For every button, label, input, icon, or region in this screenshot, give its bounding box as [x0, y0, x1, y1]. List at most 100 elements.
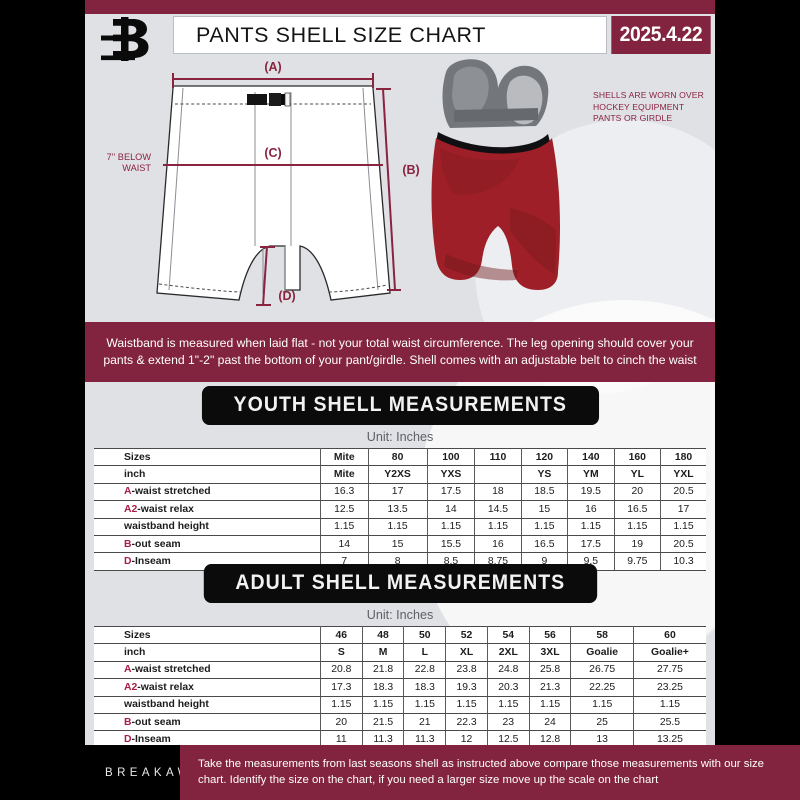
table-cell: 54 [487, 625, 530, 645]
youth-unit-label: Unit: Inches [366, 430, 434, 444]
table-cell: 21.8 [362, 661, 405, 680]
table-cell: 16 [474, 535, 522, 554]
table-cell: Mite [320, 465, 369, 484]
table-cell: 110 [474, 447, 522, 467]
table-row: Sizes Mite 80 100 110 120 140 160 180 [94, 447, 706, 467]
row-label-prefix: A2 [124, 503, 138, 515]
table-cell: YXS [427, 465, 476, 484]
table-cell: 21.3 [529, 678, 572, 697]
row-label: waistband height [94, 696, 321, 714]
product-photo [431, 59, 560, 290]
adult-unit-label: Unit: Inches [366, 608, 434, 622]
table-cell: 20.5 [660, 535, 706, 554]
pants-technical-drawing: (A) (B) (C) (D) 7'' BELOW WAIST [107, 60, 420, 307]
row-label-prefix: A2 [124, 681, 138, 693]
row-label: Sizes [94, 625, 321, 645]
table-cell: 20.3 [487, 678, 530, 697]
table-cell: 20.8 [320, 661, 363, 680]
table-cell: 10.3 [660, 552, 706, 571]
table-cell: YL [614, 465, 662, 484]
table-cell: 17.5 [427, 483, 476, 502]
table-cell: Y2XS [368, 465, 428, 484]
row-label: waistband height [94, 518, 321, 536]
table-cell: 120 [521, 447, 569, 467]
svg-text:(C): (C) [264, 146, 281, 160]
footer-text: Take the measurements from last seasons … [198, 758, 764, 786]
table-cell: L [403, 643, 447, 662]
table-cell: 1.15 [633, 696, 706, 714]
youth-section-title: YOUTH SHELL MEASUREMENTS [201, 386, 599, 425]
date-badge: 2025.4.22 [611, 16, 711, 54]
table-cell: 1.15 [614, 518, 662, 536]
illustration-area: (A) (B) (C) (D) 7'' BELOW WAIST [85, 58, 715, 318]
row-label-prefix: A [124, 486, 132, 498]
table-cell: 14 [320, 535, 369, 554]
row-label: B-out seam [94, 535, 321, 554]
table-cell: 1.15 [521, 518, 569, 536]
table-cell: 48 [362, 625, 405, 645]
title-plate: PANTS SHELL SIZE CHART [173, 16, 607, 54]
table-cell: 23.25 [633, 678, 706, 697]
row-label: B-out seam [94, 713, 321, 732]
row-label: A2-waist relax [94, 678, 321, 697]
table-cell: 18.3 [403, 678, 447, 697]
table-cell: 50 [403, 625, 447, 645]
header-logo [85, 14, 173, 61]
content-sheet: PANTS SHELL SIZE CHART 2025.4.22 [85, 0, 715, 800]
row-label: Sizes [94, 447, 321, 467]
table-cell: 16.5 [614, 500, 662, 519]
youth-section: YOUTH SHELL MEASUREMENTS Unit: Inches Si… [85, 386, 715, 571]
table-cell: 1.15 [320, 518, 369, 536]
table-cell: 17 [660, 500, 706, 519]
table-cell: 21.5 [362, 713, 405, 732]
table-cell: 24.8 [487, 661, 530, 680]
table-cell: 1.15 [368, 518, 428, 536]
row-label: A-waist stretched [94, 483, 321, 502]
svg-text:(A): (A) [264, 60, 281, 74]
table-cell: M [362, 643, 405, 662]
table-cell: 1.15 [660, 518, 706, 536]
table-cell: 20 [320, 713, 363, 732]
table-cell: 15 [368, 535, 428, 554]
table-cell: 15 [521, 500, 569, 519]
table-cell: 14 [427, 500, 476, 519]
table-cell: YS [521, 465, 569, 484]
table-cell: 100 [427, 447, 476, 467]
row-label-prefix: B [124, 716, 132, 728]
row-label-prefix: D [124, 556, 132, 568]
table-cell: 2XL [487, 643, 530, 662]
table-cell: 22.3 [445, 713, 488, 732]
table-cell: 1.15 [403, 696, 447, 714]
table-cell: 60 [633, 625, 706, 645]
row-label-prefix: B [124, 538, 132, 550]
adult-section: ADULT SHELL MEASUREMENTS Unit: Inches Si… [85, 564, 715, 749]
right-rail [715, 0, 800, 800]
table-cell: 14.5 [474, 500, 522, 519]
table-row: D-Inseam 11 11.3 11.3 12 12.5 12.8 13 13.25 [94, 730, 706, 749]
table-cell: 26.75 [570, 661, 634, 680]
table-cell: 1.15 [320, 696, 363, 714]
page-header: PANTS SHELL SIZE CHART 2025.4.22 [85, 14, 715, 61]
table-cell: 12.5 [320, 500, 369, 519]
adult-size-table: Sizes 46 48 50 52 54 56 58 60 inch S M L XL 2XL 3XL Goal… [94, 625, 706, 749]
table-row: A-waist stretched 16.3 17 17.5 18 18.5 19.5 20 2… [94, 483, 706, 502]
footer-instruction: Take the measurements from last seasons … [180, 745, 800, 800]
table-cell: Goalie [570, 643, 634, 662]
banner-text: Waistband is measured when laid flat - n… [103, 335, 697, 368]
table-cell: 22.8 [403, 661, 447, 680]
photo-note: SHELLS ARE WORN OVER HOCKEY EQUIPMENT PA… [593, 90, 704, 123]
table-cell: 16.5 [521, 535, 569, 554]
breakaway-b-icon [101, 17, 149, 61]
table-cell: 24 [529, 713, 572, 732]
table-cell: 23 [487, 713, 530, 732]
table-cell: 16 [567, 500, 615, 519]
row-label: A-waist stretched [94, 661, 321, 680]
table-cell: 19.5 [567, 483, 615, 502]
table-cell: 9.75 [614, 552, 662, 571]
table-cell: 19 [614, 535, 662, 554]
youth-size-table: Sizes Mite 80 100 110 120 140 160 180 inch Mite Y2X… [94, 447, 706, 571]
page-footer: BREAKAWAY Take the measurements from las… [0, 745, 800, 800]
row-label: inch [94, 465, 321, 484]
table-row: Sizes 46 48 50 52 54 56 58 60 [94, 625, 706, 645]
table-cell: Goalie+ [633, 643, 706, 662]
